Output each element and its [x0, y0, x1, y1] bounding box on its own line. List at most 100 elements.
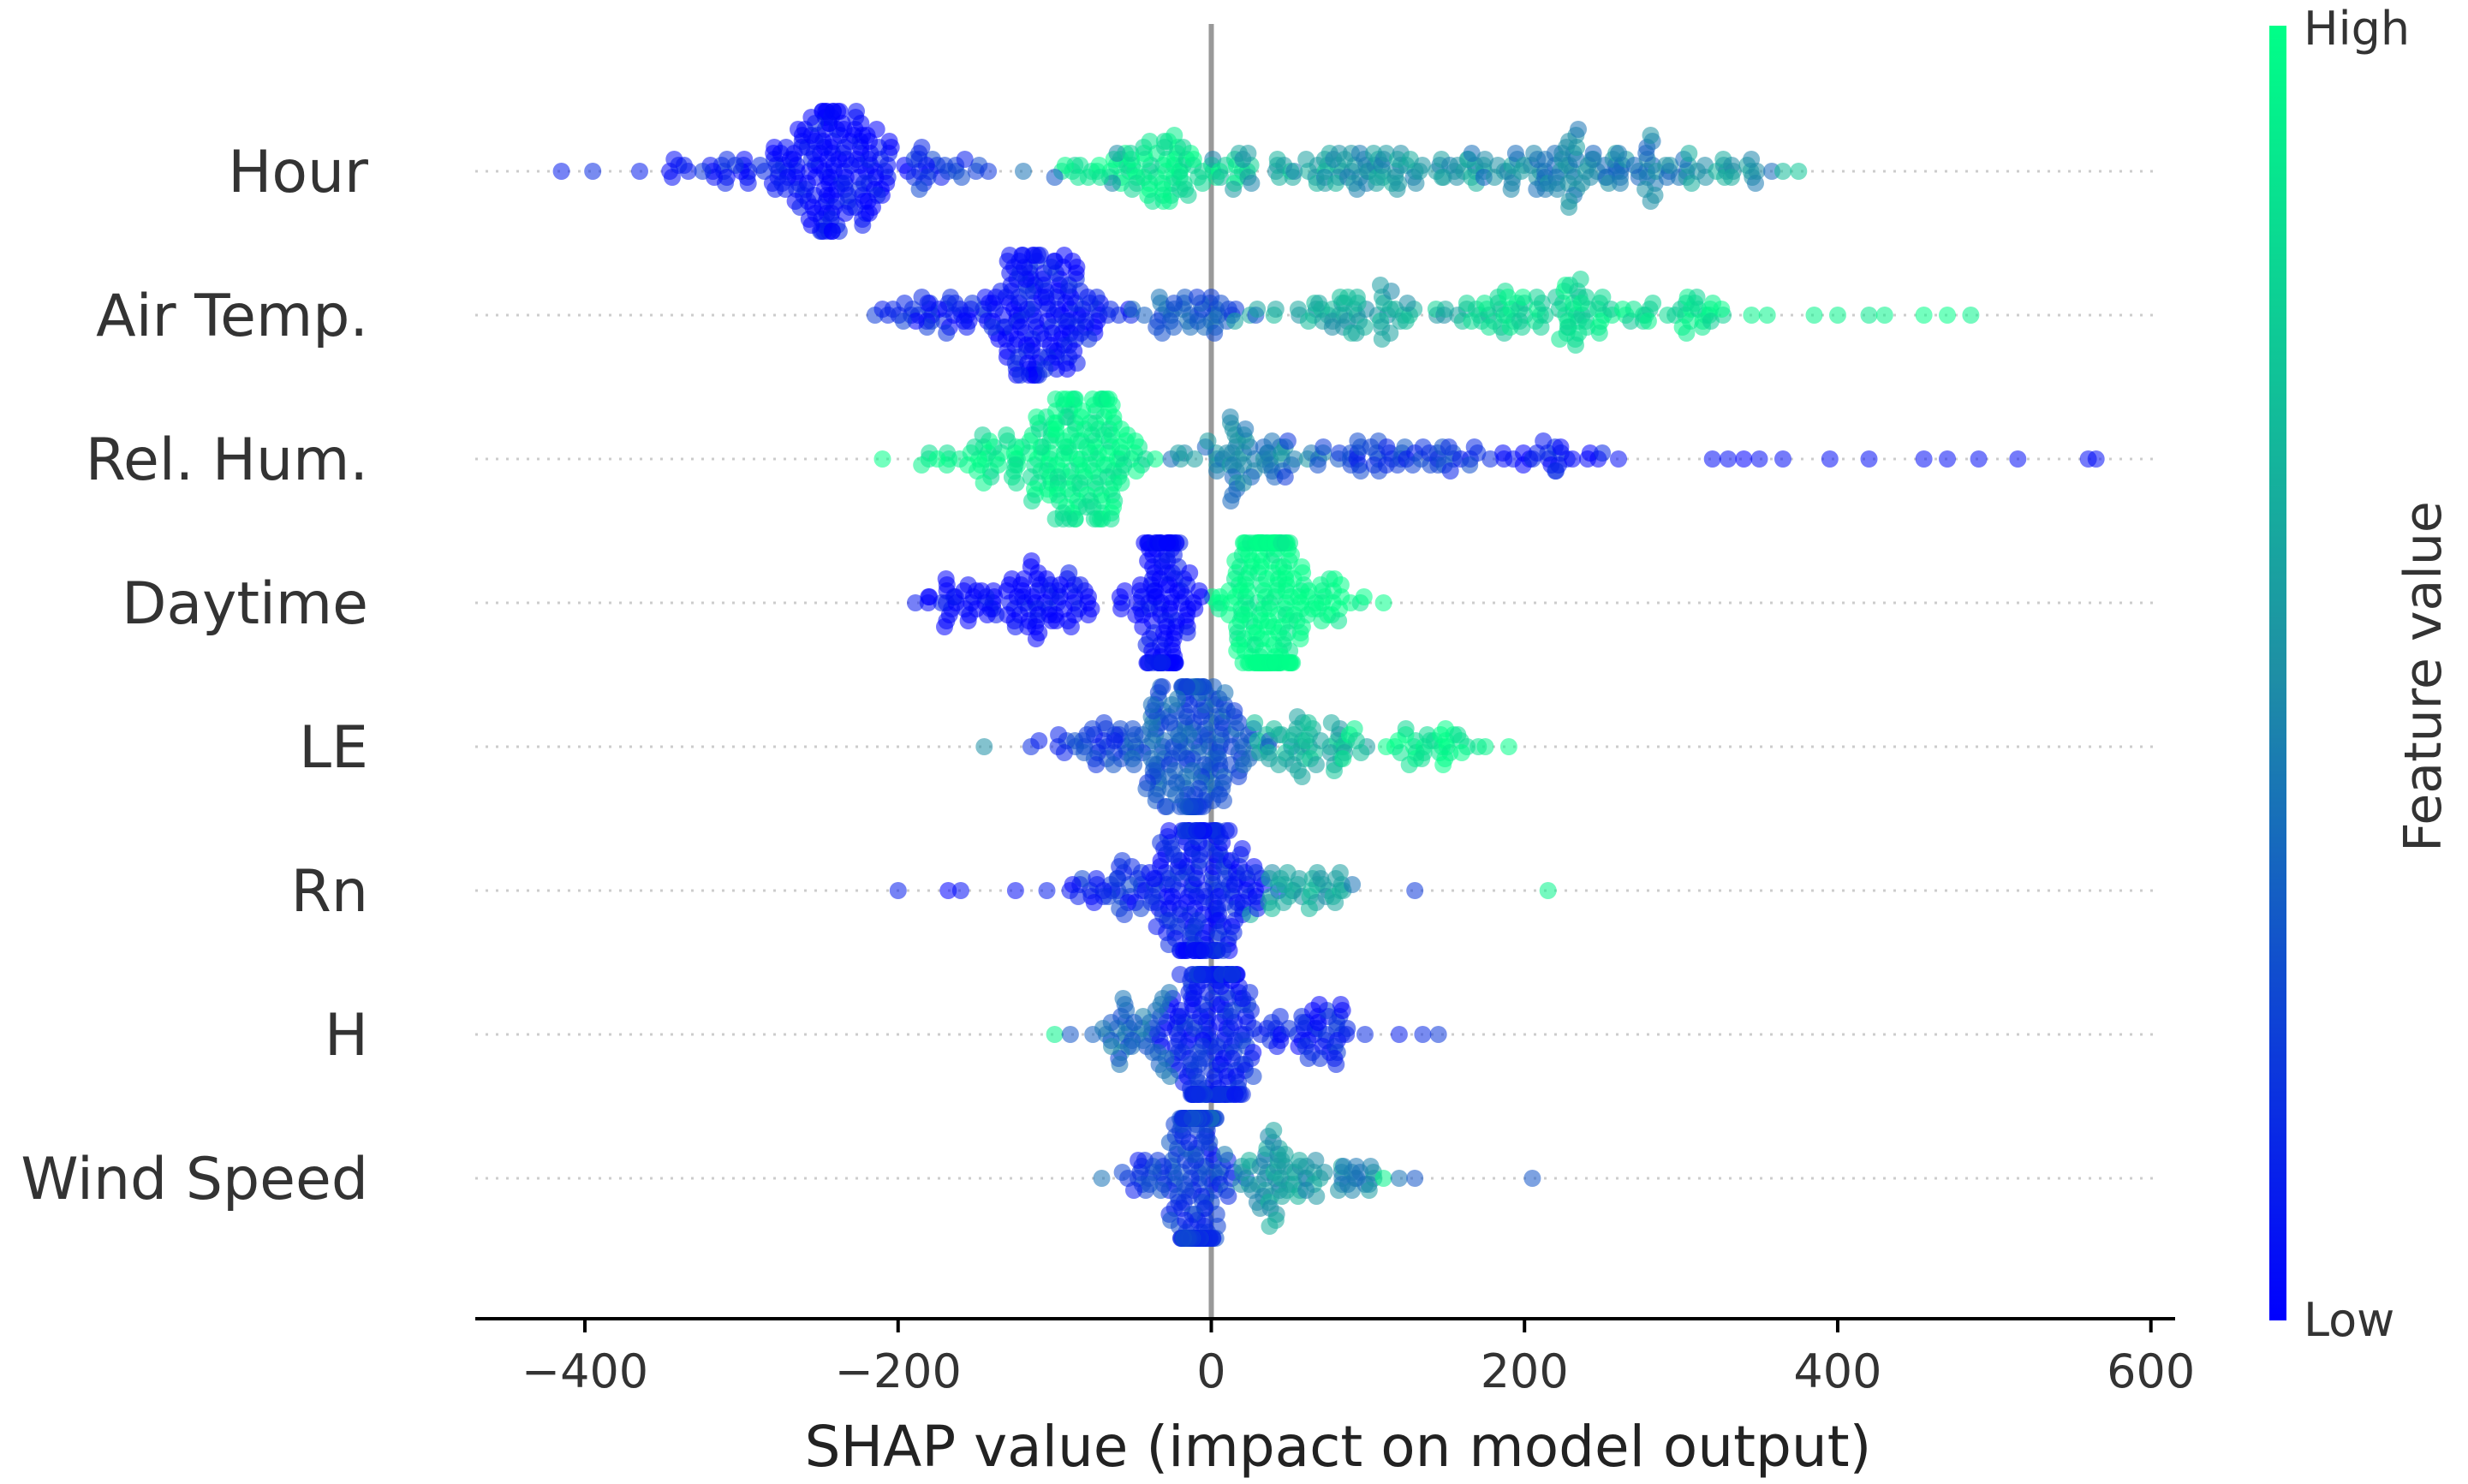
shap-point — [1188, 289, 1206, 306]
shap-point — [1326, 762, 1343, 779]
shap-point — [1758, 307, 1776, 324]
shap-point — [1547, 462, 1565, 480]
shap-point — [1539, 882, 1557, 899]
shap-point — [1723, 157, 1741, 174]
shap-point — [1639, 313, 1657, 330]
shap-point — [1047, 612, 1065, 629]
shap-point — [1173, 1110, 1191, 1127]
shap-point — [1362, 1158, 1380, 1175]
shap-point — [778, 139, 795, 156]
shap-point — [1154, 654, 1171, 671]
shap-point — [1170, 444, 1187, 462]
shap-point — [913, 456, 931, 474]
shap-point — [1273, 1188, 1291, 1205]
shap-point — [1372, 277, 1389, 294]
shap-point — [1046, 253, 1063, 270]
shap-point — [1567, 337, 1584, 354]
shap-point — [1429, 1026, 1447, 1043]
shap-point — [1183, 1086, 1201, 1103]
shap-point — [1181, 564, 1199, 581]
shap-point — [1261, 1218, 1279, 1235]
feature-label: Daytime — [122, 570, 368, 638]
shap-point — [1193, 966, 1211, 983]
shap-point — [1584, 151, 1602, 168]
shap-point — [1194, 175, 1212, 192]
shap-point — [969, 462, 986, 480]
shap-point — [1285, 450, 1303, 468]
shap-point — [938, 325, 956, 342]
shap-point — [1070, 888, 1088, 905]
shap-point — [1414, 438, 1432, 456]
shap-point — [913, 289, 931, 306]
shap-point — [1440, 438, 1458, 456]
shap-point — [1091, 169, 1109, 186]
shap-point — [1102, 510, 1120, 527]
shap-point — [1155, 133, 1173, 150]
colorbar-low-label: Low — [2304, 1293, 2394, 1347]
shap-point — [1481, 450, 1499, 468]
shap-point — [1079, 606, 1097, 623]
shap-point — [1915, 307, 1933, 324]
feature-labels: Hour Air Temp. Rel. Hum. Daytime LE Rn H Wind S… — [21, 139, 368, 1213]
shap-point — [1036, 361, 1054, 378]
shap-point — [1023, 492, 1040, 510]
shap-point — [955, 582, 973, 599]
shap-point — [1334, 750, 1352, 767]
shap-point — [1055, 744, 1073, 761]
shap-point — [1499, 289, 1517, 306]
colorbar-high-label: High — [2304, 2, 2410, 56]
shap-point — [1216, 684, 1234, 701]
shap-point — [552, 163, 570, 180]
shap-point — [631, 163, 648, 180]
shap-point — [1103, 1038, 1120, 1055]
shap-point — [867, 121, 885, 138]
shap-point — [1397, 720, 1415, 737]
shap-point — [939, 882, 957, 899]
shap-point — [1299, 313, 1317, 330]
shap-point — [1465, 438, 1483, 456]
shap-point — [1112, 420, 1130, 438]
shap-point — [1088, 756, 1106, 773]
shap-point — [1573, 175, 1591, 192]
shap-point — [1352, 744, 1370, 761]
shap-point — [802, 109, 820, 126]
shap-point — [1160, 822, 1178, 839]
shap-point — [664, 169, 681, 186]
shap-point — [1350, 145, 1368, 162]
shap-point — [1939, 307, 1956, 324]
shap-point — [1915, 450, 1933, 468]
shap-point — [1224, 966, 1242, 983]
shap-point — [1195, 942, 1213, 959]
shap-point — [1052, 576, 1069, 593]
shap-point — [861, 205, 878, 222]
shap-point — [1159, 936, 1177, 953]
shap-point — [1165, 319, 1183, 336]
shap-point — [1356, 1026, 1374, 1043]
shap-point — [946, 295, 964, 312]
shap-point — [1006, 618, 1024, 635]
shap-point — [1226, 1086, 1244, 1103]
shap-point — [1142, 894, 1160, 911]
x-tick-label: −200 — [835, 1344, 962, 1398]
shap-point — [1392, 744, 1410, 761]
shap-point — [1397, 313, 1415, 330]
shap-point — [1124, 720, 1142, 737]
shap-point — [1171, 966, 1189, 983]
shap-point — [1125, 1014, 1143, 1031]
shap-point — [958, 319, 975, 336]
shap-point — [976, 289, 994, 306]
shap-point — [825, 103, 843, 120]
shap-point — [1101, 301, 1119, 318]
shap-point — [1046, 1026, 1064, 1043]
x-axis-ticks: −400 −200 0 200 400 600 — [522, 1319, 2195, 1398]
shap-point — [1038, 882, 1056, 899]
shap-point — [956, 600, 974, 617]
shap-point — [1310, 295, 1328, 312]
shap-point — [1434, 756, 1452, 773]
feature-label: Rn — [291, 858, 368, 926]
shap-point — [1281, 654, 1299, 671]
colorbar-title: Feature value — [2393, 501, 2453, 852]
shap-point — [1247, 864, 1265, 881]
shap-point — [1113, 1164, 1131, 1181]
shap-point — [1309, 456, 1326, 474]
